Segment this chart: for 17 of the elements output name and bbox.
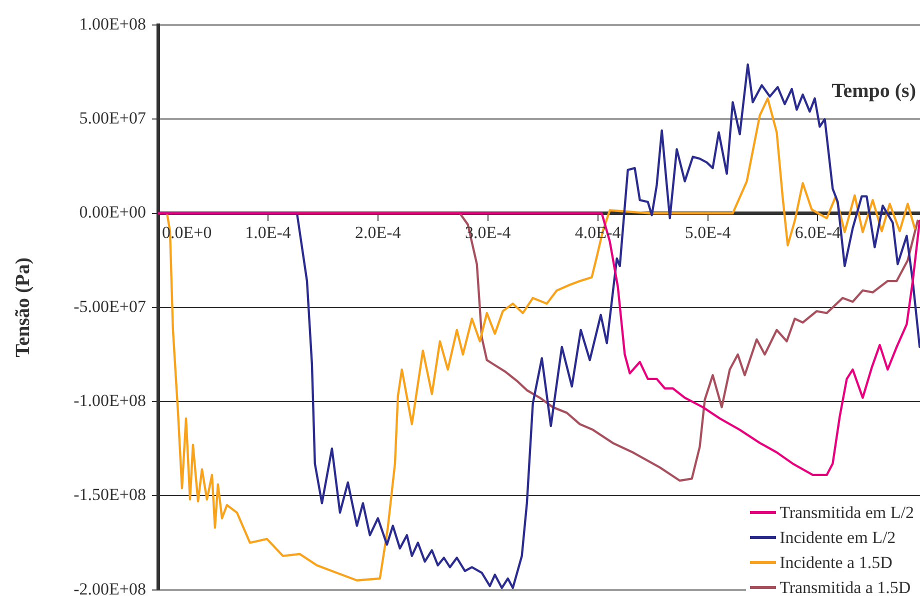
- y-tick-label: -1.00E+08: [74, 391, 146, 410]
- x-tick-label: 5.0E-4: [684, 223, 732, 242]
- y-axis-title: Tensão (Pa): [12, 257, 34, 358]
- x-tick-label: 6.0E-4: [794, 223, 842, 242]
- x-axis-title: Tempo (s): [832, 80, 916, 103]
- legend-label: Incidente a 1.5D: [780, 552, 892, 574]
- legend-label: Transmitida em L/2: [780, 502, 914, 524]
- y-tick-label: -1.50E+08: [74, 485, 146, 504]
- y-tick-label: -2.00E+08: [74, 579, 146, 598]
- y-tick-label: 5.00E+07: [79, 108, 146, 128]
- y-tick-label: 1.00E+08: [79, 14, 146, 34]
- y-tick-label: 0.00E+00: [79, 202, 146, 222]
- legend-label: Incidente em L/2: [780, 527, 896, 549]
- legend-label: Transmitida a 1.5D: [780, 577, 911, 599]
- y-tick-label: -5.00E+07: [74, 296, 146, 316]
- x-tick-label: 1.0E-4: [245, 223, 292, 242]
- x-tick-label: 2.0E-4: [355, 223, 402, 242]
